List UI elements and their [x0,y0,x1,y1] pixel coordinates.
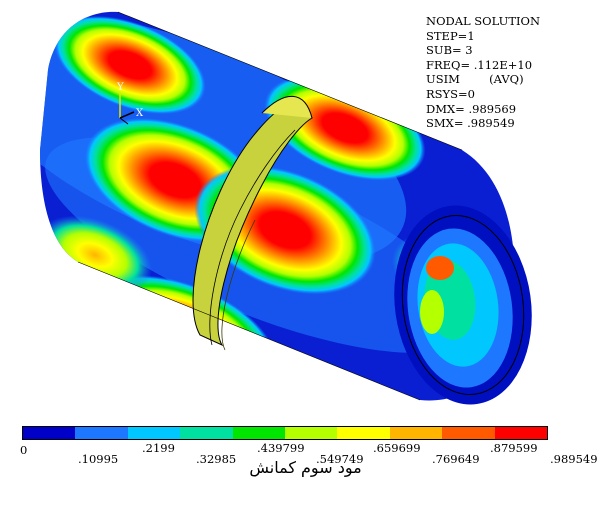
legend-color-segment [75,427,128,439]
contour-legend-bar [22,426,548,440]
legend-color-segment [127,427,181,439]
legend-tick: .879599 [490,441,538,455]
fem-model-viewport: Y X [40,11,532,405]
coordinate-triad-icon: Y X [116,82,144,125]
solution-info-block: NODAL SOLUTION STEP=1 SUB= 3 FREQ= .112E… [426,14,540,131]
triad-y-label: Y [116,82,124,93]
legend-color-segment [232,427,286,439]
info-usim: USIM (AVQ) [426,72,524,87]
legend-tick: .2199 [142,441,175,455]
legend-color-segment [442,427,495,439]
info-step: STEP=1 [426,28,475,43]
legend-tick: .439799 [257,441,305,455]
legend-tick: .659699 [373,441,421,455]
tube-outline [77,11,463,401]
info-sub: SUB= 3 [426,43,473,58]
triad-x-label: X [136,108,144,119]
legend-color-segment [494,427,548,439]
info-title: NODAL SOLUTION [426,14,541,28]
stiffener-ring [192,95,313,351]
info-freq: FREQ= .112E+10 [426,57,533,72]
legend-tick: 0 [20,443,28,457]
legend-color-segment [285,427,338,439]
legend-tick: .10995 [78,452,119,466]
legend-color-segment [389,427,443,439]
figure-caption: مود سوم کمانش [249,458,362,477]
legend-color-segment [337,427,390,439]
legend-tick: .769649 [432,452,480,466]
legend-tick: .32985 [196,452,237,466]
legend-tick: .549749 [316,452,364,466]
legend-color-segment [23,427,76,439]
info-dmx: DMX= .989569 [426,101,517,116]
legend-tick: .989549 [550,452,598,466]
legend-color-segment [180,427,233,439]
tube-end-ring [394,205,532,405]
info-smx: SMX= .989549 [426,116,515,131]
info-rsys: RSYS=0 [426,86,475,101]
